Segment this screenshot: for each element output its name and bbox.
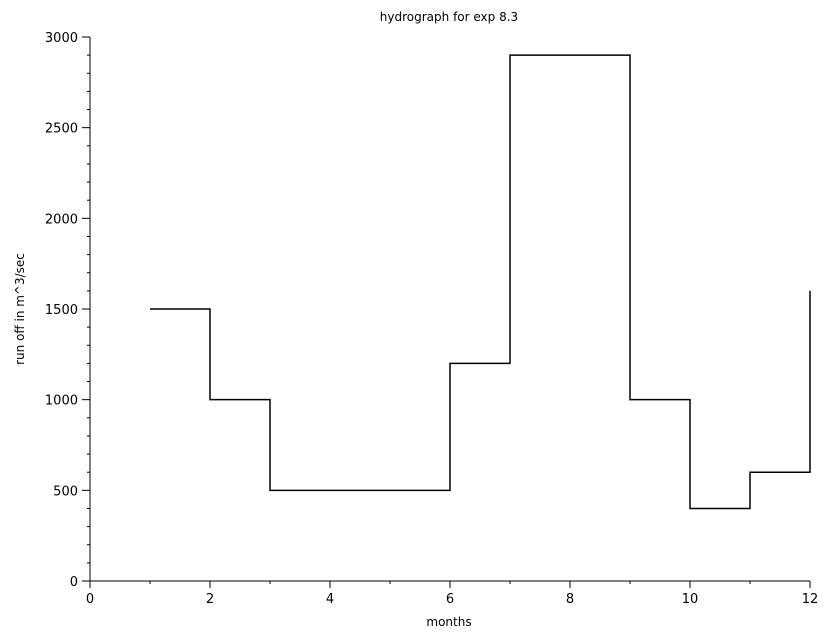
y-tick-label: 2000 xyxy=(45,212,78,227)
x-tick-label: 8 xyxy=(566,592,574,607)
plot-area: 0 2 4 6 8 10 12 0 500 1000 1500 2000 2500 3000 xyxy=(45,31,818,607)
series-layer xyxy=(150,54,811,510)
y-tick-label: 1000 xyxy=(45,394,78,409)
x-tick-label: 6 xyxy=(446,592,454,607)
y-axis-ticks: 0 500 1000 1500 2000 2500 3000 xyxy=(45,31,90,590)
y-tick-label: 1500 xyxy=(45,303,78,318)
x-tick-label: 4 xyxy=(326,592,334,607)
y-tick-label: 2500 xyxy=(45,122,78,137)
x-axis-label: months xyxy=(426,615,471,629)
x-tick-label: 2 xyxy=(206,592,214,607)
x-tick-label: 10 xyxy=(682,592,699,607)
series-step-line xyxy=(150,54,811,510)
x-tick-label: 0 xyxy=(86,592,94,607)
y-tick-label: 3000 xyxy=(45,31,78,46)
y-axis-label: run off in m^3/sec xyxy=(13,253,27,365)
y-tick-label: 500 xyxy=(53,484,78,499)
y-tick-label: 0 xyxy=(70,575,78,590)
x-axis-ticks: 0 2 4 6 8 10 12 xyxy=(86,581,818,607)
chart-title: hydrograph for exp 8.3 xyxy=(380,10,518,24)
x-tick-label: 12 xyxy=(802,592,819,607)
